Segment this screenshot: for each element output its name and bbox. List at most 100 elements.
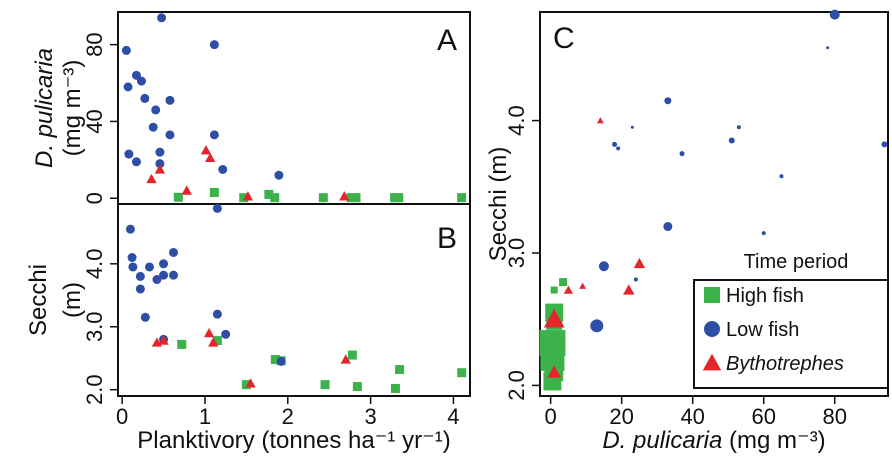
panel-a-ytick-label: 0: [82, 192, 107, 204]
panel-a-point-low-fish: [155, 147, 165, 157]
panel-a-ylabel-units: (mg m⁻³): [59, 60, 86, 157]
panel-c-xtick-label: 20: [609, 404, 633, 429]
panel-c-point-low-fish: [826, 46, 830, 50]
panel-a-point-high-fish: [457, 193, 467, 203]
panel-a-point-low-fish: [124, 149, 134, 159]
panel-c-point-low-fish: [779, 174, 784, 179]
panel-a-point-low-fish: [209, 40, 219, 50]
panel-a-point-low-fish: [123, 82, 133, 92]
panel-c-point-low-fish: [663, 222, 673, 232]
panel-b-xtick-label: 4: [447, 404, 459, 429]
panel-c-point-low-fish: [612, 141, 618, 147]
panel-a-point-bythotrephes: [146, 173, 157, 184]
panel-a-point-low-fish: [131, 157, 141, 167]
panel-b-ytick-label: 2.0: [82, 374, 107, 405]
panel-c-ytick-label: 3.0: [504, 238, 529, 269]
panel-b-point-high-fish: [395, 365, 405, 375]
panel-c-point-high-fish: [550, 286, 558, 294]
legend-label-bythotrephes: Bythotrephes: [726, 353, 844, 375]
panel-c-point-low-fish: [664, 97, 672, 105]
panel-b-point-bythotrephes: [203, 327, 215, 338]
panel-b-point-high-fish: [347, 350, 357, 360]
panel-a-point-high-fish: [318, 193, 328, 203]
panel-b-point-low-fish: [212, 203, 222, 213]
panel-a-point-low-fish: [121, 45, 131, 55]
panel-a-point-bythotrephes: [339, 191, 350, 201]
panel-b-point-low-fish: [144, 262, 154, 272]
panel-b-xtick-label: 0: [116, 404, 128, 429]
panel-c-letter: C: [553, 22, 575, 55]
panel-a-point-high-fish: [239, 193, 249, 203]
panel-c-xlabel: D. pulicaria (mg m⁻³): [602, 427, 825, 454]
panel-a-point-low-fish: [136, 76, 146, 86]
panel-a-point-high-fish: [264, 189, 274, 199]
panel-b-point-bythotrephes: [245, 378, 256, 388]
panel-b-point-high-fish: [270, 354, 280, 364]
panel-b-point-low-fish: [221, 329, 231, 339]
panel-c-point-bythotrephes: [563, 285, 574, 294]
panel-b-xtick-label: 3: [364, 404, 376, 429]
panel-a-point-low-fish: [140, 93, 150, 103]
panel-a-point-high-fish: [270, 193, 280, 203]
panel-a-point-high-fish: [351, 193, 361, 203]
panel-b-point-high-fish: [241, 380, 251, 390]
legend-label-low-fish: Low fish: [726, 319, 799, 341]
legend-title: Time period: [744, 251, 849, 273]
panel-a-point-low-fish: [165, 95, 175, 105]
panel-b-point-high-fish: [390, 383, 400, 393]
panel-b-point-high-fish: [352, 382, 362, 392]
panel-a-point-low-fish: [148, 122, 158, 132]
panel-a-letter: A: [437, 24, 457, 57]
legend-marker-high-fish: [704, 287, 720, 303]
panel-c-point-bythotrephes: [623, 284, 635, 295]
legend-box: [693, 279, 889, 389]
panel-c-point-low-fish: [761, 231, 766, 236]
panel-a-point-high-fish: [346, 193, 356, 203]
panel-b-xlabel: Planktivory (tonnes ha⁻¹ yr⁻¹): [137, 427, 450, 454]
panel-b-letter: B: [437, 222, 457, 255]
panel-c-ylabel: Secchi (m): [485, 147, 512, 262]
legend-marker-low-fish: [704, 321, 720, 337]
panel-c-point-low-fish: [679, 151, 685, 157]
panel-c-point-low-fish: [728, 137, 735, 144]
panel-b-point-low-fish: [140, 312, 150, 322]
panel-a-point-high-fish: [209, 187, 219, 197]
panel-b-point-low-fish: [168, 247, 178, 257]
panel-c-point-bythotrephes: [633, 257, 646, 269]
legend-marker-bythotrephes: [702, 353, 722, 371]
panel-c-ytick-label: 4.0: [504, 105, 529, 136]
panel-b-ytick-label: 4.0: [82, 249, 107, 280]
panel-b-point-low-fish: [135, 271, 145, 281]
panel-b-point-low-fish: [212, 309, 222, 319]
panel-a-ytick-label: 80: [82, 32, 107, 56]
panel-b-ylabel-units: (m): [59, 282, 86, 318]
panel-b-point-low-fish: [152, 275, 162, 285]
panel-a-point-low-fish: [274, 170, 284, 180]
panel-c-point-bythotrephes: [596, 117, 604, 124]
panel-a-point-bythotrephes: [242, 191, 254, 201]
panel-c-point-low-fish: [881, 141, 888, 148]
panel-c-point-low-fish: [736, 125, 741, 130]
panel-b-point-high-fish: [320, 380, 330, 390]
panel-c-point-low-fish: [630, 125, 634, 129]
panel-b-point-bythotrephes: [340, 354, 351, 364]
panel-a-point-high-fish: [394, 193, 404, 203]
panel-b-frame: [117, 203, 471, 397]
panel-c-xtick-label: 80: [822, 404, 846, 429]
panel-b-point-low-fish: [125, 224, 135, 234]
panel-c-xtick-label: 40: [680, 404, 704, 429]
panel-c-frame: [539, 11, 889, 397]
panel-b-xtick-label: 1: [199, 404, 211, 429]
panel-c-xtick-label: 60: [751, 404, 775, 429]
panel-c-point-low-fish: [616, 146, 621, 151]
legend-label-high-fish: High fish: [726, 285, 804, 307]
panel-b-xtick-label: 2: [282, 404, 294, 429]
panel-c-point-bythotrephes: [543, 308, 565, 328]
panel-a-point-bythotrephes: [181, 185, 192, 195]
panel-b-point-low-fish: [159, 270, 169, 280]
panel-a-frame: [117, 11, 471, 205]
panel-c-ytick-label: 2.0: [504, 370, 529, 401]
panel-b-point-low-fish: [128, 262, 138, 272]
